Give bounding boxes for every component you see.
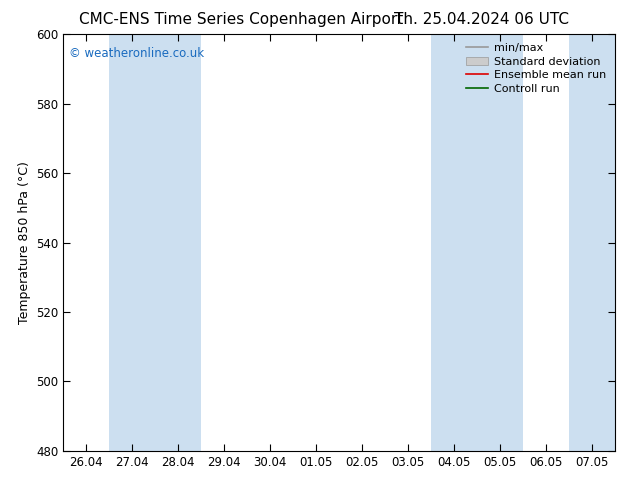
Legend: min/max, Standard deviation, Ensemble mean run, Controll run: min/max, Standard deviation, Ensemble me… <box>463 40 609 97</box>
Y-axis label: Temperature 850 hPa (°C): Temperature 850 hPa (°C) <box>18 161 30 324</box>
Bar <box>431 34 523 451</box>
Bar <box>569 34 615 451</box>
Bar <box>110 34 202 451</box>
Text: Th. 25.04.2024 06 UTC: Th. 25.04.2024 06 UTC <box>394 12 569 27</box>
Text: CMC-ENS Time Series Copenhagen Airport: CMC-ENS Time Series Copenhagen Airport <box>79 12 403 27</box>
Text: © weatheronline.co.uk: © weatheronline.co.uk <box>69 47 204 60</box>
